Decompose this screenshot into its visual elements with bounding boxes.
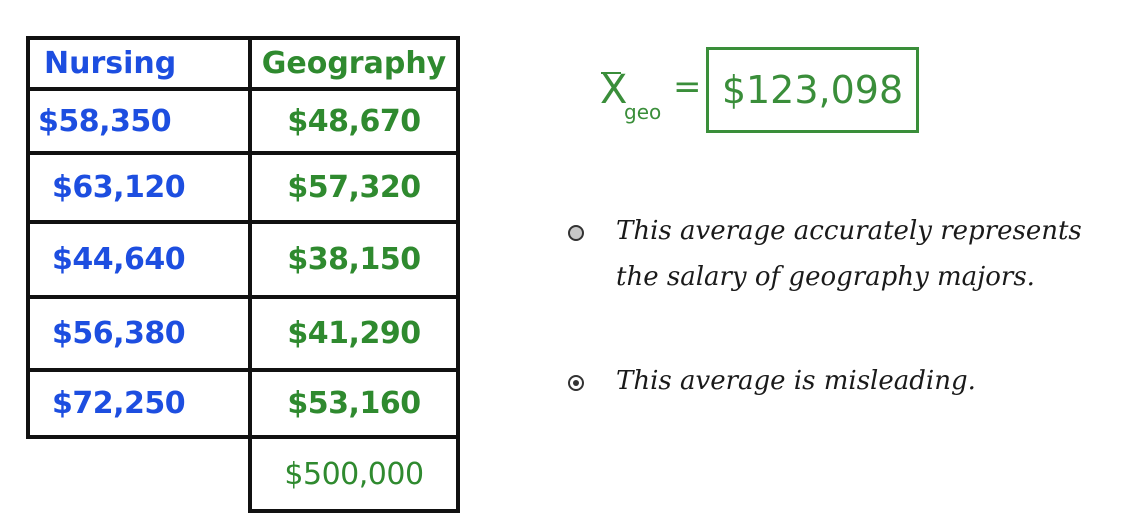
nursing-salary-cell: $72,250 [52,386,186,421]
nursing-salary-cell: $58,350 [38,103,172,139]
mean-symbol: X [600,67,628,113]
mean-subscript: geo [624,100,662,124]
geography-salary-cell: $48,670 [287,103,421,139]
table-border [248,36,252,513]
geography-salary-cell: $500,000 [284,456,424,492]
table-border [26,295,460,299]
option-text-misleading[interactable]: This average is misleading. [616,366,976,396]
geography-salary-cell: $57,320 [287,170,421,205]
table-border [26,151,460,155]
equals-sign: = [673,67,702,107]
mean-value-box: $123,098 [706,47,919,133]
table-border [26,87,460,91]
table-border [26,368,460,372]
nursing-salary-cell: $56,380 [52,316,186,351]
table-border [248,509,460,513]
nursing-salary-cell: $44,640 [52,242,186,277]
table-border [26,220,460,224]
geography-salary-cell: $41,290 [287,316,421,351]
column-header-nursing: Nursing [44,46,177,81]
table-border [456,36,460,513]
geography-salary-cell: $53,160 [287,386,421,421]
table-border [26,36,460,40]
option-radio-misleading[interactable] [568,375,584,391]
geography-salary-cell: $38,150 [287,242,421,277]
nursing-salary-cell: $63,120 [52,170,186,205]
option-text-accurate[interactable]: This average accurately represents the s… [616,216,1082,292]
table-border [26,435,460,439]
table-border [26,36,30,439]
option-radio-accurate[interactable] [568,225,584,241]
mean-bar-line [601,72,621,74]
column-header-geography: Geography [261,46,447,81]
